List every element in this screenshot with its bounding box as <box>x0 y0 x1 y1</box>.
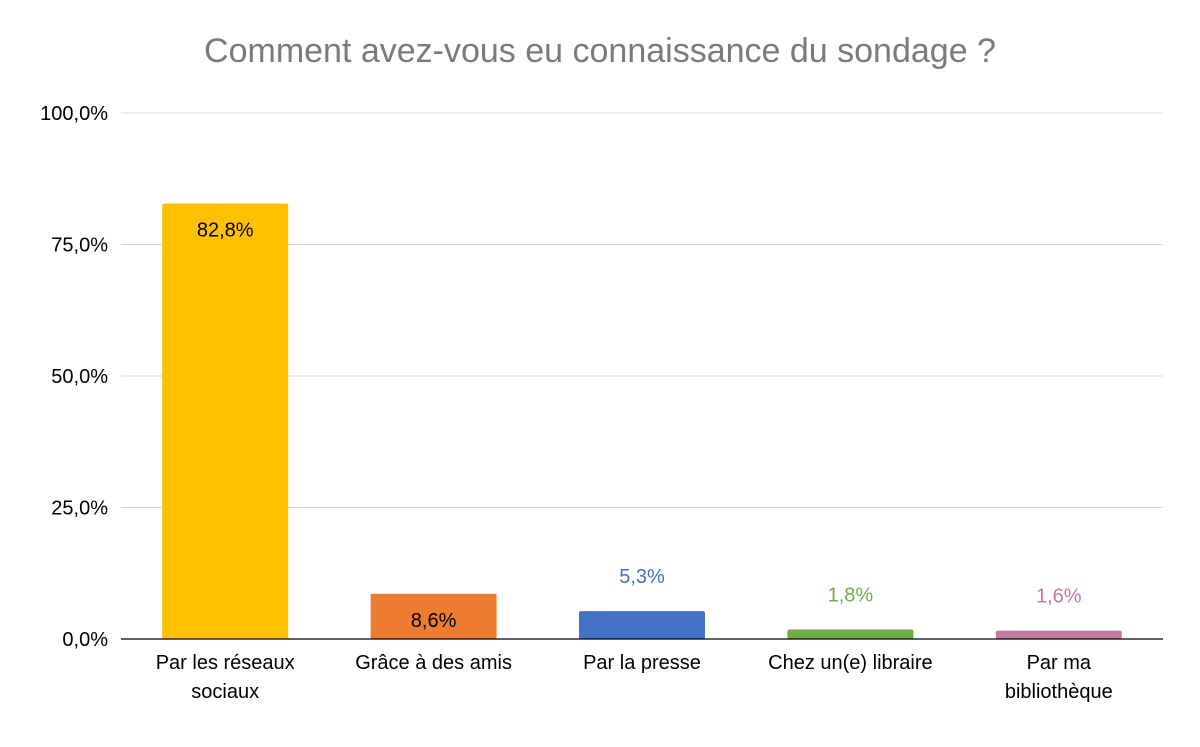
x-tick-label: Par les réseaux <box>156 652 295 674</box>
bar <box>579 611 705 639</box>
x-tick-label: bibliothèque <box>1005 681 1113 703</box>
data-label: 1,8% <box>828 585 874 607</box>
y-tick-label: 75,0% <box>51 235 108 257</box>
x-tick-label: Par ma <box>1027 652 1092 674</box>
x-tick-label: Grâce à des amis <box>355 652 512 674</box>
bar <box>995 630 1122 639</box>
data-label: 82,8% <box>197 219 254 241</box>
data-label: 1,6% <box>1036 586 1082 608</box>
y-tick-label: 50,0% <box>51 366 108 388</box>
y-tick-label: 0,0% <box>62 629 108 651</box>
x-tick-label: Par la presse <box>583 652 701 674</box>
y-tick-label: 25,0% <box>51 498 108 520</box>
bar <box>787 629 914 639</box>
chart-title: Comment avez-vous eu connaissance du son… <box>204 32 996 70</box>
data-label: 8,6% <box>411 610 457 632</box>
y-tick-label: 100,0% <box>40 103 108 125</box>
bar <box>370 593 497 639</box>
x-tick-label: sociaux <box>191 681 259 703</box>
x-tick-label: Chez un(e) libraire <box>768 652 933 674</box>
data-label: 5,3% <box>619 566 665 588</box>
bar <box>162 203 289 640</box>
